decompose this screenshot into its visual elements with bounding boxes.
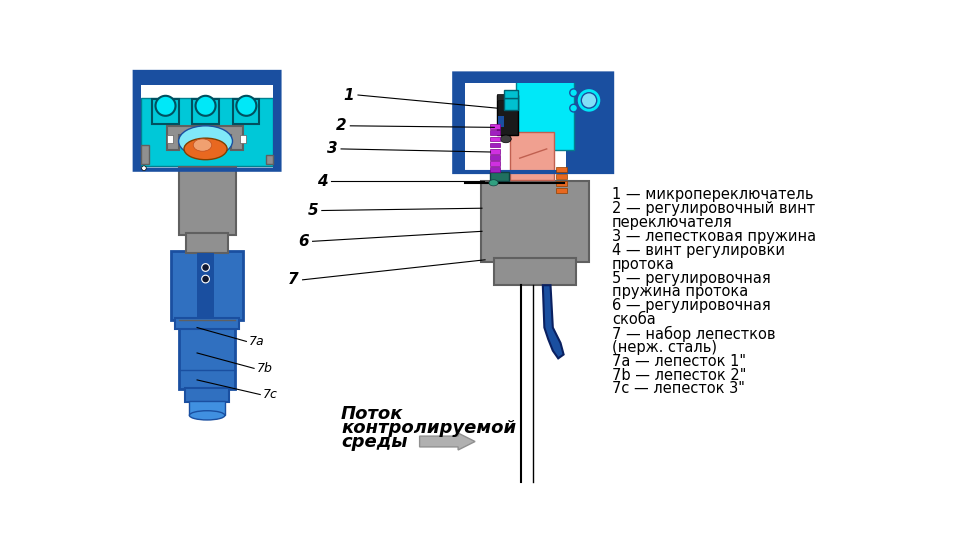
Bar — [491, 161, 499, 166]
Bar — [134, 72, 141, 170]
Ellipse shape — [570, 89, 578, 96]
Bar — [454, 73, 620, 328]
Text: протока: протока — [612, 256, 675, 272]
Bar — [555, 174, 567, 179]
Bar — [241, 135, 246, 143]
Bar — [555, 188, 567, 193]
Bar — [153, 99, 179, 123]
Text: 7a — лепесток 1": 7a — лепесток 1" — [612, 354, 746, 369]
Text: 6: 6 — [298, 234, 309, 249]
Bar — [141, 145, 149, 164]
Ellipse shape — [582, 93, 597, 108]
Bar — [465, 82, 564, 170]
Text: пружина протока: пружина протока — [612, 284, 749, 299]
Bar — [504, 90, 518, 98]
Bar — [189, 402, 225, 415]
Bar — [197, 253, 214, 318]
Text: 7b — лепесток 2": 7b — лепесток 2" — [612, 368, 747, 383]
Text: 6 — регулировочная: 6 — регулировочная — [612, 298, 771, 313]
Bar — [454, 73, 465, 172]
Text: (нерж. сталь): (нерж. сталь) — [612, 340, 717, 355]
Bar — [491, 172, 509, 181]
Bar — [491, 167, 499, 172]
Bar — [266, 155, 273, 164]
Text: Поток: Поток — [341, 405, 404, 423]
Bar — [566, 73, 613, 170]
Polygon shape — [167, 126, 242, 151]
Text: 5: 5 — [307, 203, 318, 218]
Text: 7b: 7b — [256, 362, 272, 375]
Bar — [491, 130, 499, 135]
Bar — [481, 181, 589, 262]
Ellipse shape — [189, 410, 225, 420]
Text: контролируемой: контролируемой — [341, 419, 516, 437]
Bar — [510, 132, 554, 180]
Ellipse shape — [489, 180, 498, 186]
Bar — [454, 73, 612, 83]
Bar — [495, 258, 576, 285]
Ellipse shape — [193, 139, 212, 151]
FancyArrow shape — [419, 433, 475, 450]
Ellipse shape — [570, 104, 578, 112]
Bar — [141, 98, 273, 166]
Text: 1 — микропереключатель: 1 — микропереключатель — [612, 187, 813, 202]
Polygon shape — [543, 285, 563, 358]
Ellipse shape — [142, 166, 146, 170]
Bar — [179, 167, 236, 235]
Text: 1: 1 — [344, 88, 355, 102]
Text: 7c: 7c — [263, 388, 277, 401]
Bar — [491, 149, 499, 153]
Bar — [186, 233, 228, 253]
Text: 7a: 7a — [248, 335, 265, 348]
Ellipse shape — [156, 96, 176, 116]
Text: скоба: скоба — [612, 312, 656, 327]
Bar — [491, 155, 499, 159]
Text: 3 — лепестковая пружина: 3 — лепестковая пружина — [612, 229, 816, 244]
Bar — [192, 99, 218, 123]
Text: 7: 7 — [288, 272, 298, 287]
Bar — [491, 124, 499, 129]
Ellipse shape — [202, 264, 210, 271]
Ellipse shape — [237, 96, 256, 116]
Bar — [273, 72, 279, 170]
Text: 3: 3 — [327, 141, 337, 156]
Bar — [555, 181, 567, 186]
Bar — [497, 95, 518, 135]
Ellipse shape — [577, 88, 602, 113]
Bar — [185, 389, 230, 402]
Text: среды: среды — [341, 432, 408, 450]
Text: 2: 2 — [336, 118, 347, 133]
Text: 5 — регулировочная: 5 — регулировочная — [612, 271, 771, 286]
Bar — [175, 317, 240, 329]
Bar — [180, 328, 235, 389]
Bar — [497, 94, 518, 100]
Bar — [233, 99, 260, 123]
Bar — [498, 116, 504, 127]
Bar — [171, 250, 243, 320]
Text: 7c — лепесток 3": 7c — лепесток 3" — [612, 381, 745, 396]
Bar — [134, 72, 279, 170]
Bar — [516, 73, 574, 151]
Text: 4 — винт регулировки: 4 — винт регулировки — [612, 243, 785, 258]
Bar — [167, 135, 173, 143]
Text: переключателя: переключателя — [612, 215, 733, 230]
Ellipse shape — [184, 138, 227, 159]
Bar — [491, 136, 499, 141]
Ellipse shape — [179, 126, 233, 157]
Ellipse shape — [195, 96, 215, 116]
Bar — [491, 143, 499, 147]
Text: 4: 4 — [317, 174, 327, 189]
Bar — [504, 98, 518, 110]
Text: 2 — регулировочный винт: 2 — регулировочный винт — [612, 201, 815, 216]
Bar — [555, 167, 567, 172]
Bar — [134, 72, 279, 85]
Text: 7 — набор лепестков: 7 — набор лепестков — [612, 326, 776, 342]
Ellipse shape — [202, 275, 210, 283]
Ellipse shape — [500, 135, 511, 143]
